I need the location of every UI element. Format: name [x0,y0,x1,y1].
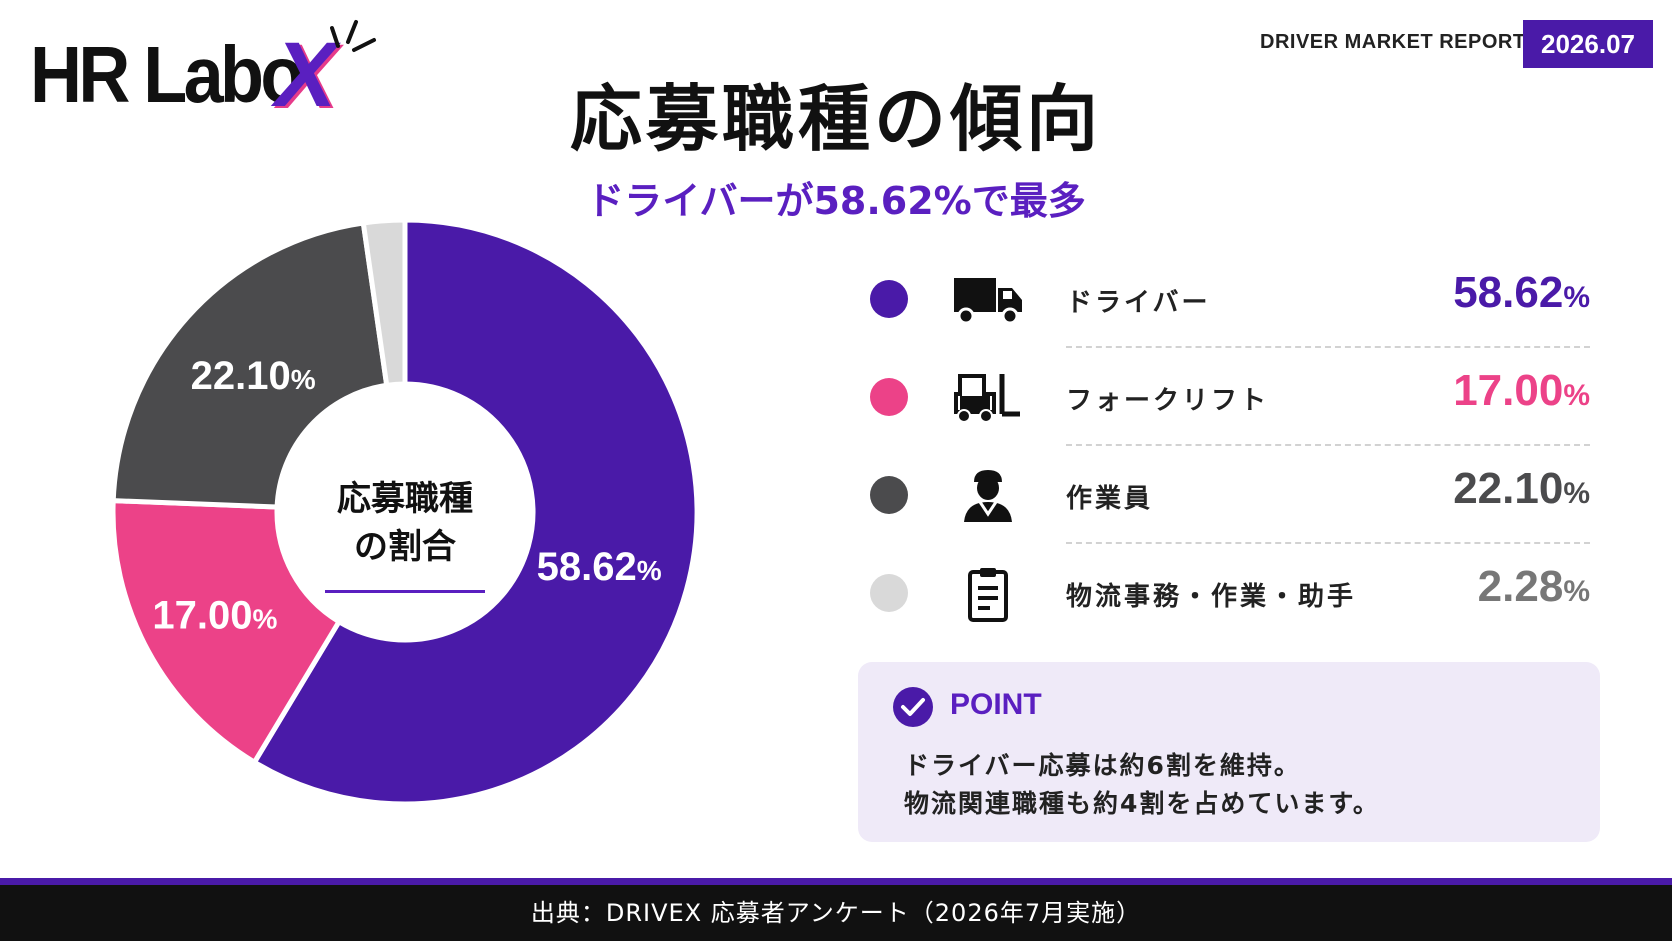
donut-slice-label: 17.00% [152,594,277,638]
legend-separator [1066,444,1590,446]
legend: ドライバー 58.62% フォークリフト 17.00% 作業員 22.10% [860,250,1600,642]
donut-slice-label: 58.62% [537,545,662,589]
legend-dot [870,378,908,416]
footer-accent-bar [0,878,1672,885]
legend-value-number: 2.28 [1477,562,1564,611]
point-text-line-1: ドライバー応募は約6割を維持。 [904,751,1301,780]
footer-source: 出典：DRIVEX 応募者アンケート（2026年7月実施） [0,885,1672,941]
logo-text: HR Labo [30,30,304,119]
legend-dot [870,574,908,612]
legend-value: 2.28% [1478,562,1590,612]
point-title: POINT [950,688,1042,721]
legend-value: 17.00% [1453,366,1590,416]
donut-center-underline [325,590,485,593]
legend-separator [1066,542,1590,544]
legend-value-number: 58.62 [1453,268,1564,317]
donut-slice-label: 22.10% [191,354,316,398]
forklift-icon [954,374,1020,423]
legend-name: 物流事務・作業・助手 [1066,582,1357,612]
legend-dot [870,476,908,514]
legend-row-forklift: フォークリフト 17.00% [860,348,1600,446]
legend-value-number: 17.00 [1453,366,1564,415]
legend-name: フォークリフト [1066,386,1270,416]
legend-row-office: 物流事務・作業・助手 2.28% [860,544,1600,642]
donut-slice [110,220,390,510]
donut-center-label: 応募職種 の割合 [280,475,530,571]
donut-slice [360,220,408,389]
legend-value-percent: % [1563,379,1590,412]
donut-center-line-1: 応募職種 [337,479,473,519]
truck-icon [954,278,1022,325]
worker-icon [964,470,1012,522]
point-text-line-2: 物流関連職種も約4割を占めています。 [904,789,1380,818]
legend-name: 作業員 [1066,484,1154,514]
legend-value-number: 22.10 [1453,464,1564,513]
legend-value-percent: % [1563,477,1590,510]
spark-icon [330,20,376,52]
donut-slice [251,220,700,807]
report-label: DRIVER MARKET REPORT [1260,31,1526,53]
legend-value: 58.62% [1453,268,1590,318]
legend-value-percent: % [1563,575,1590,608]
page-title: 応募職種の傾向 [569,77,1102,161]
logo: HR Labo X [30,20,376,126]
legend-row-worker: 作業員 22.10% [860,446,1600,544]
legend-value-percent: % [1563,281,1590,314]
legend-row-driver: ドライバー 58.62% [860,250,1600,348]
point-box: POINT ドライバー応募は約6割を維持。 物流関連職種も約4割を占めています。 [858,662,1600,842]
report-date-badge: 2026.07 [1523,20,1653,68]
legend-dot [870,280,908,318]
legend-separator [1066,346,1590,348]
logo-accent: X [275,24,337,126]
check-circle-icon [893,687,933,727]
legend-name: ドライバー [1066,288,1211,318]
clipboard-icon [968,568,1008,622]
donut-slice [110,498,343,766]
legend-value: 22.10% [1453,464,1590,514]
page-subtitle: ドライバーが58.62%で最多 [586,179,1086,223]
donut-chart: 58.62%17.00%22.10%2.28% [110,220,700,807]
donut-center-line-2: の割合 [354,527,456,567]
